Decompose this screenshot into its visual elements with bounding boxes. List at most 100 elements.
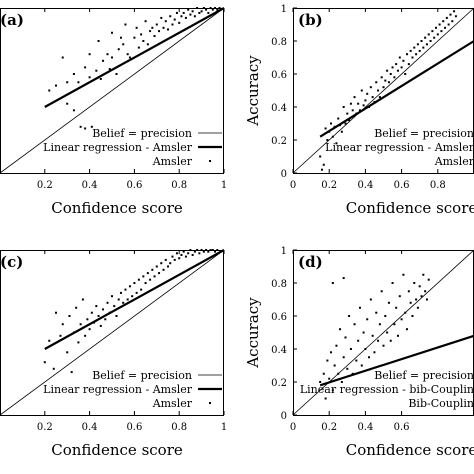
data-point [91,126,93,128]
data-point [373,351,375,353]
data-point [354,323,356,325]
data-point [189,249,191,251]
data-point [335,345,337,347]
data-point [343,106,345,108]
data-point [100,78,102,80]
data-point [415,299,417,301]
y-tick-label: 0 [281,169,287,180]
data-point [176,12,178,14]
data-point [361,365,363,367]
data-point [183,12,185,14]
data-point [180,254,182,256]
data-point [370,299,372,301]
data-point [89,76,91,78]
data-point [426,299,428,301]
data-point [339,124,341,126]
data-point [326,360,328,362]
data-point [174,259,176,261]
data-point [192,10,194,12]
data-point [169,262,171,264]
data-point [364,99,366,101]
diagonal-line [0,8,224,173]
data-point [55,85,57,87]
data-point [366,318,368,320]
data-point [448,24,450,26]
data-point [120,37,122,39]
data-point [107,53,109,55]
data-point [424,290,426,292]
data-point [392,66,394,68]
data-point [194,251,196,253]
plot-frame [1,251,224,416]
panel-4: 0 0.2 0.4 0.6 0 0.2 0.4 0.6 0.8 1 (d) Confidence sc… [244,246,474,459]
data-point [115,73,117,75]
data-point [368,356,370,358]
data-point [127,53,129,55]
data-point [422,274,424,276]
regression-line [45,8,224,107]
data-point [142,40,144,42]
data-point [165,259,167,261]
x-tick-label: 0.8 [430,180,446,191]
data-point [337,373,339,375]
data-point [417,43,419,45]
data-point [198,12,200,14]
data-point [185,17,187,19]
data-point [343,277,345,279]
y-axis-label: Accuracy [244,55,262,127]
data-point [158,272,160,274]
data-point [129,285,131,287]
data-point [131,295,133,297]
data-point [377,90,379,92]
data-point [145,282,147,284]
legend-entry: Linear regression - Amsler [43,141,193,154]
data-point [404,73,406,75]
data-point [203,251,205,253]
data-point [138,47,140,49]
data-point [133,37,135,39]
data-point [180,15,182,17]
data-point [417,307,419,309]
data-point [431,30,433,32]
x-tick-label: 1 [221,180,227,191]
x-tick-label: 0.4 [82,422,98,433]
data-point [118,48,120,50]
data-point [196,249,198,251]
data-point [390,73,392,75]
data-point [386,70,388,72]
data-point [68,315,70,317]
data-point [136,27,138,29]
data-point [201,249,203,251]
data-point [439,24,441,26]
data-point [433,37,435,39]
data-point [334,365,336,367]
x-tick-label: 0.2 [321,180,337,191]
data-point [384,80,386,82]
data-point [332,389,334,391]
legend-entry: Amsler [434,155,474,168]
data-point [411,315,413,317]
panel-label: (d) [298,253,323,271]
y-tick-label: 0.2 [271,378,287,389]
data-point [381,290,383,292]
data-point [187,9,189,11]
data-point [341,381,343,383]
data-point [192,254,194,256]
data-point [214,7,216,9]
regression-line [320,336,474,386]
data-point [207,12,209,14]
data-point [444,27,446,29]
data-point [48,340,50,342]
y-tick-label: 0.2 [271,136,287,147]
data-point [142,275,144,277]
data-point [205,9,207,11]
data-point [156,266,158,268]
data-point [89,53,91,55]
y-tick-label: 0.6 [271,312,287,323]
data-point [326,139,328,141]
data-point [122,43,124,45]
legend-entry: Bib-Couplin [408,397,474,410]
data-point [62,323,64,325]
